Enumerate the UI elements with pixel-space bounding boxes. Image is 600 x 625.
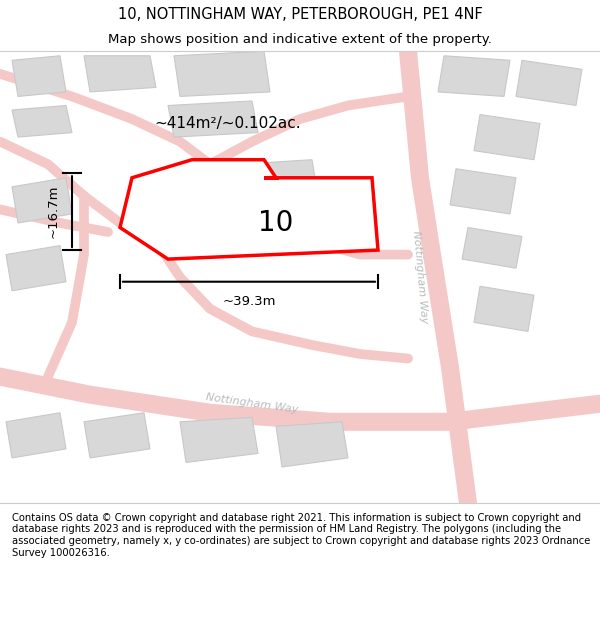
Polygon shape xyxy=(84,56,156,92)
Polygon shape xyxy=(120,160,378,259)
Text: Map shows position and indicative extent of the property.: Map shows position and indicative extent… xyxy=(108,34,492,46)
Text: ~414m²/~0.102ac.: ~414m²/~0.102ac. xyxy=(155,116,301,131)
Polygon shape xyxy=(462,228,522,268)
Polygon shape xyxy=(474,286,534,331)
Polygon shape xyxy=(474,114,540,160)
Polygon shape xyxy=(84,412,150,458)
Polygon shape xyxy=(240,160,318,201)
Text: Nottingham Way: Nottingham Way xyxy=(411,230,429,324)
Polygon shape xyxy=(6,412,66,458)
Polygon shape xyxy=(6,246,66,291)
Polygon shape xyxy=(168,101,258,137)
Polygon shape xyxy=(516,60,582,106)
Text: Contains OS data © Crown copyright and database right 2021. This information is : Contains OS data © Crown copyright and d… xyxy=(12,513,590,558)
Polygon shape xyxy=(438,56,510,96)
Polygon shape xyxy=(246,201,312,236)
Polygon shape xyxy=(12,56,66,96)
Text: 10: 10 xyxy=(259,209,293,237)
Text: ~39.3m: ~39.3m xyxy=(222,295,276,308)
Polygon shape xyxy=(12,106,72,137)
Text: Nottingham Way: Nottingham Way xyxy=(205,392,299,415)
Polygon shape xyxy=(174,51,270,96)
Polygon shape xyxy=(450,169,516,214)
Text: ~16.7m: ~16.7m xyxy=(47,185,60,238)
Polygon shape xyxy=(12,177,72,223)
Polygon shape xyxy=(180,418,258,462)
Text: 10, NOTTINGHAM WAY, PETERBOROUGH, PE1 4NF: 10, NOTTINGHAM WAY, PETERBOROUGH, PE1 4N… xyxy=(118,7,482,22)
Polygon shape xyxy=(276,422,348,467)
